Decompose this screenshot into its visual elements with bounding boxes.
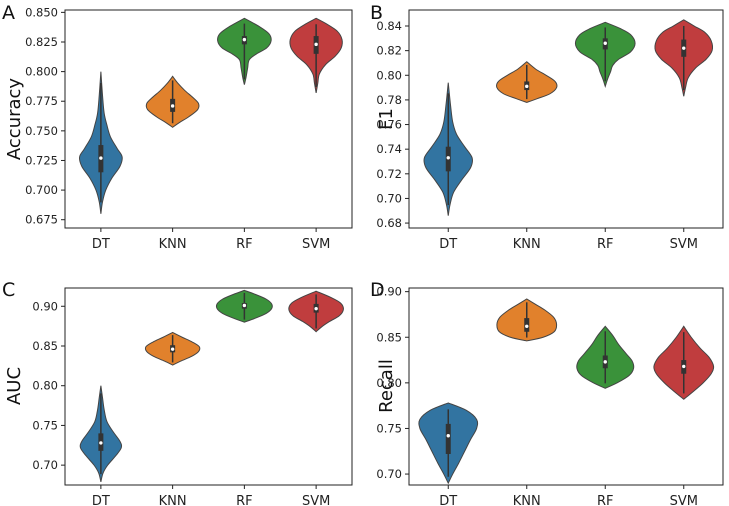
plot-frame: [64, 9, 353, 229]
y-tick-label: 0.84: [376, 19, 402, 33]
y-tick-label: 0.70: [32, 458, 58, 472]
y-tick-label: 0.800: [25, 65, 58, 79]
x-tick-label-svm: SVM: [670, 494, 698, 506]
plot-frame: [64, 287, 353, 486]
panel-c: C AUC DT KNN RF SVM 0.70 0.75 0.80 0.85 0.90: [2, 279, 353, 506]
median-knn: [525, 84, 529, 89]
x-tick-label-knn: KNN: [159, 237, 187, 252]
x-tick-label-dt: DT: [92, 494, 110, 506]
y-tick-label: 0.70: [376, 191, 402, 205]
y-axis-label: AUC: [4, 367, 25, 405]
panel-letter: A: [2, 2, 15, 24]
y-axis-label: F1: [376, 108, 397, 130]
x-tick-label-rf: RF: [236, 494, 253, 506]
plot-frame: [408, 9, 724, 229]
panel-b: B F1 DT KNN RF SVM 0.68 0.70 0.72 0.74 0.76 0.78 0.8…: [370, 2, 724, 252]
x-tick-label-rf: RF: [236, 237, 253, 252]
x-tick-label-knn: KNN: [513, 494, 541, 506]
x-tick-label-knn: KNN: [159, 494, 187, 506]
median-dt: [99, 156, 103, 160]
x-tick-label-rf: RF: [597, 237, 614, 252]
y-tick-label: 0.675: [25, 213, 58, 227]
y-tick-label: 0.85: [32, 339, 58, 353]
y-tick-label: 0.700: [25, 183, 58, 197]
x-tick-label-rf: RF: [597, 494, 614, 506]
y-tick-label: 0.825: [25, 35, 58, 49]
y-axis-label: Accuracy: [4, 78, 25, 161]
y-tick-label: 0.850: [25, 5, 58, 19]
x-tick-label-knn: KNN: [513, 237, 541, 252]
y-tick-label: 0.75: [376, 421, 402, 435]
median-knn: [525, 324, 529, 329]
panel-a: A Accuracy DT KNN RF SVM 0.675 0.700 0.725 0.750 0…: [2, 2, 353, 252]
y-tick-label: 0.85: [376, 330, 402, 344]
panel-letter: B: [370, 2, 383, 24]
y-tick-label: 0.80: [32, 379, 58, 393]
x-tick-label-dt: DT: [92, 237, 110, 252]
y-axis-label: Recall: [376, 359, 397, 413]
y-tick-label: 0.74: [376, 142, 402, 156]
median-knn: [170, 104, 175, 108]
panel-d: D Recall DT KNN RF SVM 0.70 0.75 0.80 0.85 0.90: [370, 279, 724, 506]
y-tick-label: 0.78: [376, 93, 402, 107]
median-svm: [314, 42, 318, 47]
median-dt: [99, 441, 103, 445]
median-rf: [242, 303, 247, 308]
y-tick-label: 0.90: [32, 299, 58, 313]
median-rf: [242, 37, 247, 42]
median-dt: [446, 156, 450, 160]
y-tick-label: 0.725: [25, 153, 58, 167]
median-svm: [314, 306, 318, 311]
y-tick-label: 0.775: [25, 94, 58, 108]
panel-letter: D: [370, 279, 385, 301]
y-tick-label: 0.80: [376, 68, 402, 82]
x-tick-label-dt: DT: [439, 237, 457, 252]
x-tick-label-dt: DT: [439, 494, 457, 506]
median-rf: [603, 360, 607, 364]
plot-frame: [408, 287, 724, 486]
panel-letter: C: [2, 279, 15, 301]
y-tick-label: 0.70: [376, 467, 402, 481]
median-knn: [170, 347, 175, 351]
x-tick-label-svm: SVM: [302, 494, 330, 506]
median-svm: [682, 46, 686, 50]
y-tick-label: 0.80: [376, 376, 402, 390]
y-tick-label: 0.76: [376, 118, 402, 132]
median-dt: [446, 434, 450, 438]
y-tick-label: 0.750: [25, 124, 58, 138]
y-tick-label: 0.72: [376, 167, 402, 181]
y-tick-label: 0.90: [376, 285, 402, 299]
median-svm: [682, 364, 686, 369]
x-tick-label-svm: SVM: [302, 237, 330, 252]
y-tick-label: 0.75: [32, 418, 58, 432]
x-tick-label-svm: SVM: [670, 237, 698, 252]
median-rf: [603, 41, 607, 45]
iqr-box-dt: [445, 423, 451, 454]
y-tick-label: 0.68: [376, 216, 402, 230]
y-tick-label: 0.82: [376, 44, 402, 58]
